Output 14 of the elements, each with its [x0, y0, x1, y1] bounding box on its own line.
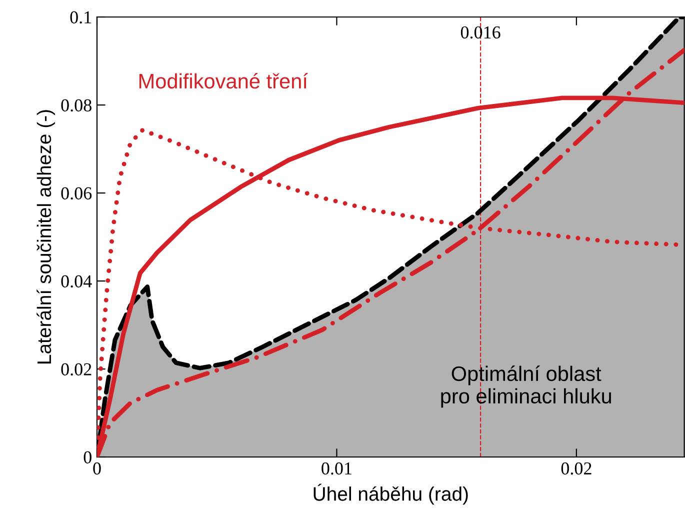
y-axis-title: Laterální součinitel adheze (-) [36, 110, 55, 364]
y-tick-label: 0.1 [70, 11, 92, 24]
ref-line-label: 0.016 [460, 26, 500, 39]
x-tick-label: 0.01 [322, 462, 352, 475]
y-tick-label: 0.08 [61, 99, 92, 112]
x-tick-label: 0.02 [561, 462, 592, 475]
x-tick-label: 0 [93, 462, 101, 475]
y-tick-label: 0.06 [61, 187, 92, 200]
y-tick-label: 0.02 [61, 363, 92, 376]
x-axis-title: Úhel náběhu (rad) [314, 484, 468, 505]
y-tick-label: 0.04 [61, 275, 92, 288]
annotation: Modifikované tření [139, 73, 308, 89]
annotation: Optimální oblast pro eliminaci hluku [441, 366, 611, 408]
y-tick-label: 0 [84, 451, 92, 464]
